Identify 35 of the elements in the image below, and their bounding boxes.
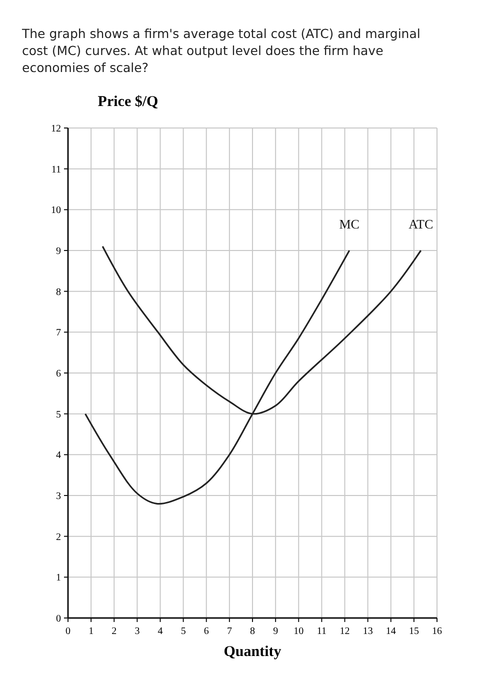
x-tick-label: 15: [408, 626, 419, 637]
x-tick-label: 4: [158, 626, 163, 637]
y-tick-label: 10: [51, 205, 61, 216]
y-tick-label: 5: [56, 409, 61, 420]
x-tick-label: 0: [66, 626, 70, 637]
x-tick-label: 8: [250, 626, 255, 637]
chart-title: The graph shows a firm's average total cost (ATC) and marginal cost (MC) curves. At what output level does the firm have economies of scale?: [21, 26, 420, 75]
y-tick-label: 2: [56, 532, 61, 543]
y-tick-label: 8: [56, 286, 61, 298]
y-tick-label: 11: [51, 164, 61, 176]
y-tick-label: 7: [56, 328, 61, 339]
y-tick-label: 1: [56, 572, 61, 584]
series-label: MC: [339, 216, 360, 232]
x-tick-label: 11: [316, 626, 327, 637]
x-tick-label: 14: [386, 626, 396, 637]
y-tick-label: 12: [51, 124, 61, 134]
x-tick-label: 7: [226, 626, 232, 637]
series-label: ATC: [408, 216, 434, 232]
y-tick-label: 9: [56, 246, 61, 257]
x-tick-label: 12: [340, 626, 350, 637]
x-tick-label: 2: [112, 626, 117, 637]
y-tick-label: 0: [56, 614, 61, 624]
x-tick-label: 3: [134, 626, 140, 637]
x-tick-label: 5: [180, 626, 186, 637]
y-tick-label: 6: [56, 368, 61, 380]
y-axis-title: Price $/Q: [98, 94, 159, 110]
x-tick-label: 10: [294, 626, 304, 637]
y-tick-label: 4: [56, 450, 61, 462]
x-tick-label: 1: [88, 626, 94, 637]
x-axis-title: Quantity: [224, 644, 282, 660]
x-tick-label: 9: [273, 626, 278, 637]
x-tick-label: 13: [362, 626, 373, 637]
y-tick-label: 3: [56, 491, 61, 502]
x-tick-label: 16: [432, 626, 442, 637]
x-tick-label: 6: [204, 626, 209, 637]
